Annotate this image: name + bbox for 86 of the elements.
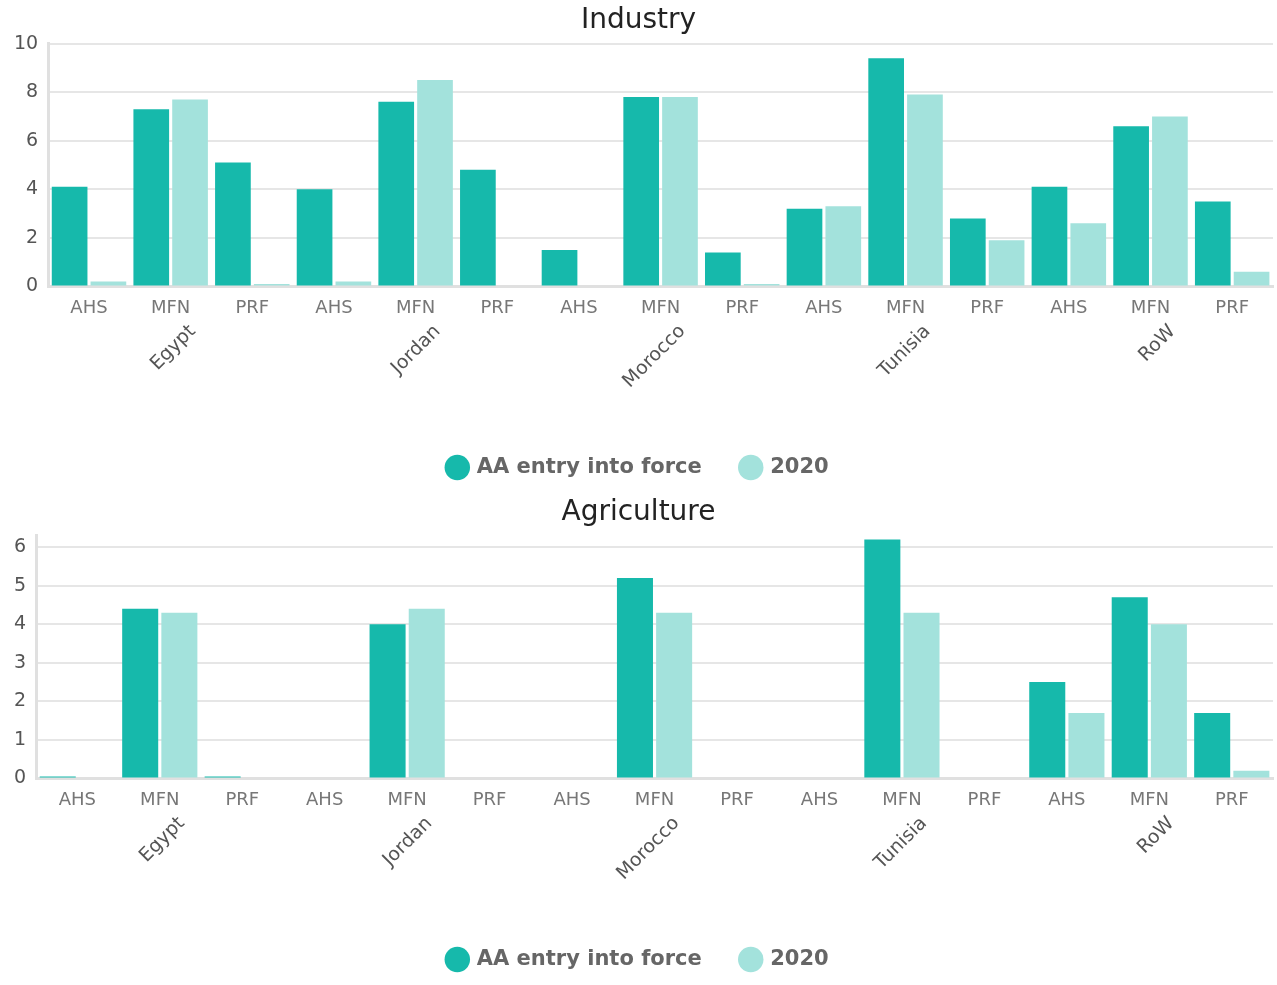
bar (378, 101, 415, 286)
x-tick-label: PRF (970, 295, 1005, 317)
bar (417, 80, 453, 286)
bar (122, 608, 159, 778)
x-tick-label: MFN (640, 295, 681, 317)
chart-title: Industry (580, 2, 697, 36)
bar (907, 94, 943, 286)
y-tick-label: 6 (26, 127, 39, 150)
bar (1150, 624, 1187, 778)
bar (903, 612, 940, 778)
bar (296, 189, 333, 286)
x-tick-label: MFN (395, 295, 436, 317)
bar (1068, 712, 1105, 778)
x-tick-label: PRF (1214, 787, 1249, 809)
bar (623, 97, 660, 286)
y-tick-label: 2 (26, 224, 39, 247)
bar (868, 58, 904, 286)
x-tick-label: AHS (1048, 787, 1086, 809)
bar (949, 218, 986, 286)
bar (51, 186, 88, 286)
x-tick-label: PRF (225, 787, 260, 809)
bar (1029, 682, 1066, 778)
bar (1031, 186, 1068, 286)
bar (825, 206, 862, 286)
bar (656, 612, 693, 778)
x-tick-label: MFN (634, 787, 675, 809)
bar (662, 97, 698, 286)
x-tick-label: PRF (235, 295, 270, 317)
x-tick-label: MFN (882, 787, 922, 809)
x-tick-label: MFN (1130, 295, 1171, 317)
bar (215, 162, 251, 286)
y-tick-label: 3 (13, 649, 27, 672)
x-tick-label: MFN (150, 295, 191, 317)
y-tick-label: 4 (26, 176, 39, 199)
y-tick-label: 8 (26, 79, 39, 102)
x-tick-label: PRF (725, 295, 760, 317)
x-tick-label: AHS (800, 787, 839, 809)
y-tick-label: 4 (13, 611, 27, 634)
y-tick-label: 1 (13, 726, 27, 749)
y-tick-label: 6 (13, 534, 27, 557)
x-tick-label: PRF (472, 787, 507, 809)
chart-title: Agriculture (561, 494, 716, 528)
bar (1111, 597, 1148, 778)
y-tick-label: 2 (13, 688, 27, 711)
bar (1070, 223, 1107, 286)
x-tick-label: AHS (560, 295, 598, 317)
bar (864, 539, 901, 778)
y-tick-label: 0 (13, 765, 27, 788)
bar (988, 240, 1025, 286)
x-tick-label: AHS (553, 787, 591, 809)
x-tick-label: AHS (58, 787, 96, 809)
x-tick-label: MFN (140, 787, 180, 809)
bar (616, 577, 653, 778)
bar (133, 109, 170, 286)
y-tick-label: 5 (13, 572, 27, 595)
bar (408, 608, 445, 778)
x-tick-label: MFN (885, 295, 926, 317)
bar (161, 612, 198, 778)
y-tick-label: 0 (26, 273, 39, 296)
bar (172, 99, 208, 286)
bar (705, 252, 741, 286)
x-tick-label: MFN (387, 787, 427, 809)
bar (1194, 712, 1231, 778)
legend-label: 2020 (770, 945, 829, 970)
x-tick-label: AHS (315, 295, 353, 317)
x-tick-label: PRF (720, 787, 754, 809)
bar (541, 249, 578, 286)
x-tick-label: AHS (70, 295, 108, 317)
bar (1113, 126, 1149, 286)
x-tick-label: AHS (1050, 295, 1088, 317)
x-tick-label: MFN (1129, 787, 1169, 809)
bar (1152, 116, 1188, 286)
x-tick-label: PRF (480, 295, 515, 317)
bar (786, 208, 823, 286)
x-tick-label: AHS (306, 787, 344, 809)
legend-label: AA entry into force (476, 945, 702, 970)
x-tick-label: PRF (1215, 295, 1250, 317)
legend-label: AA entry into force (476, 453, 702, 478)
x-tick-label: PRF (967, 787, 1002, 809)
x-tick-label: AHS (805, 295, 843, 317)
legend-label: 2020 (770, 453, 829, 478)
bar (460, 169, 496, 286)
bar (1194, 201, 1231, 286)
bar (369, 624, 406, 778)
bar (1233, 271, 1270, 286)
y-tick-label: 10 (13, 30, 39, 53)
